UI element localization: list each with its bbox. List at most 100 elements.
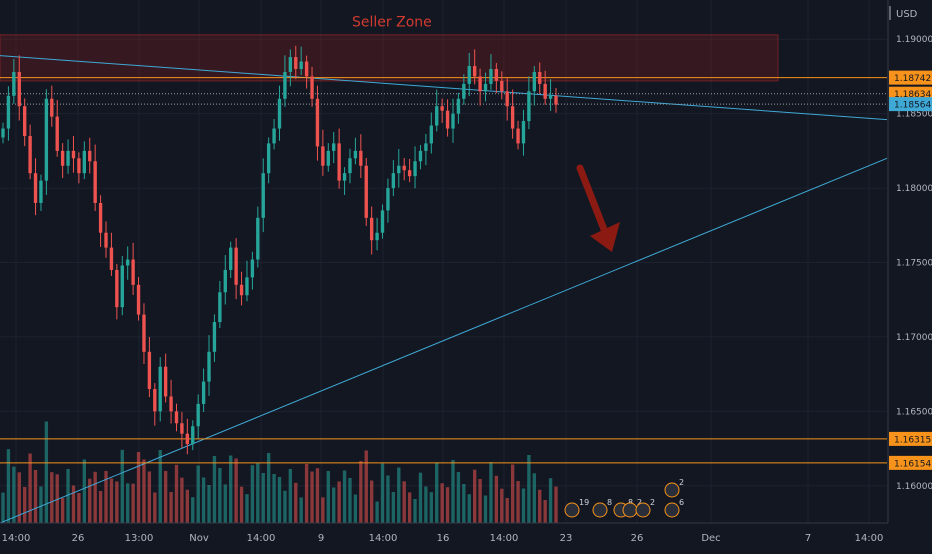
time-tick-label[interactable]: 26 xyxy=(72,533,85,544)
candle-body xyxy=(516,128,520,144)
price-axis[interactable]: 1.16000 1.16500 1.17000 1.17500 1.18000 1.185… xyxy=(887,0,932,550)
candle-body xyxy=(250,259,255,278)
down-arrow-head xyxy=(590,222,620,252)
event-badge-icon[interactable] xyxy=(564,502,580,518)
price-level-value[interactable]: 1.16154 xyxy=(894,459,931,469)
price-tick-label[interactable]: 1.19000 xyxy=(896,35,932,45)
event-badge-count[interactable]: 6 xyxy=(679,498,684,507)
event-badge-icon[interactable] xyxy=(592,502,608,518)
volume-bar xyxy=(60,498,65,523)
price-level-value[interactable]: 1.18634 xyxy=(894,90,931,100)
volume-bar xyxy=(418,472,423,523)
volume-bar xyxy=(451,460,455,523)
volume-bar xyxy=(12,466,16,523)
candle-body xyxy=(131,259,135,285)
candle-body xyxy=(17,71,21,107)
price-level-tag[interactable] xyxy=(889,455,932,470)
volume-bar xyxy=(212,456,217,523)
down-arrow-shaft xyxy=(576,164,609,236)
time-tick-label[interactable]: 14:00 xyxy=(855,533,884,544)
volume-bar xyxy=(548,478,553,523)
event-badge-count[interactable]: 19 xyxy=(579,498,589,507)
event-badge-icon[interactable] xyxy=(664,482,680,498)
candle-body xyxy=(548,95,553,99)
trendlines xyxy=(0,55,888,524)
event-badge-count[interactable]: 2 xyxy=(679,478,684,487)
time-tick-label[interactable]: 7 xyxy=(805,533,811,544)
time-tick-label[interactable]: 14:00 xyxy=(2,533,31,544)
candle-body xyxy=(82,150,87,174)
volume-bar xyxy=(223,484,227,523)
volume-bar xyxy=(456,472,461,523)
price-level-value[interactable]: 1.18742 xyxy=(894,74,931,84)
candle-body xyxy=(478,76,482,92)
price-tick-label[interactable]: 1.18500 xyxy=(896,110,932,120)
candle-body xyxy=(359,150,363,166)
candle-body xyxy=(407,170,412,177)
time-tick-label[interactable]: 14:00 xyxy=(247,533,276,544)
volume-bar xyxy=(391,492,396,523)
volume-bar xyxy=(120,449,124,523)
volume-bar xyxy=(272,474,276,523)
candle-body xyxy=(369,217,374,241)
volume-bar xyxy=(424,486,428,523)
volume-bar xyxy=(131,483,135,523)
price-tick-label[interactable]: 1.17000 xyxy=(896,333,932,343)
currency-label[interactable]: USD xyxy=(896,9,918,20)
price-tick-label[interactable]: 1.16500 xyxy=(896,407,932,417)
volume-bar xyxy=(185,489,190,523)
seller-zone: Seller Zone xyxy=(0,15,779,82)
candle-body xyxy=(510,106,515,129)
price-level-tag[interactable] xyxy=(889,97,932,112)
time-tick-label[interactable]: 14:00 xyxy=(369,533,398,544)
price-level-tag[interactable] xyxy=(889,70,932,85)
event-badge-icon[interactable] xyxy=(635,502,651,518)
time-tick-label[interactable]: 14:00 xyxy=(490,533,519,544)
volume-bar xyxy=(245,494,249,523)
volume-bar xyxy=(174,464,179,523)
event-badges[interactable]: 19 8 8 2 2 62 xyxy=(564,478,684,518)
time-tick-label[interactable]: 13:00 xyxy=(125,533,154,544)
volume-bar xyxy=(50,472,54,523)
event-badge-count[interactable]: 8 xyxy=(607,498,612,507)
price-level-value[interactable]: 1.16315 xyxy=(894,435,931,445)
event-badge-count[interactable]: 2 xyxy=(650,498,655,507)
candle-body xyxy=(424,143,428,151)
volume-bar xyxy=(261,473,265,523)
candle-body xyxy=(299,61,303,69)
price-tick-label[interactable]: 1.18000 xyxy=(896,184,932,194)
candle-body xyxy=(261,173,265,218)
time-axis[interactable]: 14:00 26 13:00 Nov 14:00 9 14:00 16 14:00 23 26 Dec… xyxy=(0,522,932,550)
event-badge-count[interactable]: 8 xyxy=(628,498,633,507)
price-level-tag[interactable] xyxy=(889,431,932,446)
volume-bar xyxy=(348,478,352,523)
event-badge-icon[interactable] xyxy=(622,502,638,518)
time-tick-label[interactable]: 26 xyxy=(631,533,644,544)
candle-body xyxy=(288,57,293,72)
event-badge-icon[interactable] xyxy=(664,502,680,518)
time-tick-label[interactable]: 9 xyxy=(318,533,324,544)
time-tick-label[interactable]: 23 xyxy=(560,533,573,544)
candle-body xyxy=(180,423,184,434)
candle-body xyxy=(71,150,76,159)
candle-body xyxy=(239,284,244,296)
volume-bar xyxy=(196,465,200,523)
candle-body xyxy=(332,143,336,151)
time-tick-label[interactable]: Nov xyxy=(189,533,209,544)
price-level-value[interactable]: 1.18564 xyxy=(894,101,931,111)
volume-bar xyxy=(521,488,526,523)
volume-bar xyxy=(82,459,87,523)
volume-bar xyxy=(136,452,141,523)
volume-bar xyxy=(98,491,103,523)
price-tick-label[interactable]: 1.16000 xyxy=(896,482,932,492)
time-tick-label[interactable]: Dec xyxy=(701,533,720,544)
candle-body xyxy=(223,269,227,293)
event-badge-count[interactable]: 2 xyxy=(637,498,642,507)
price-tick-label[interactable]: 1.17500 xyxy=(896,259,932,269)
volume-bar xyxy=(299,497,303,523)
volume-bar xyxy=(516,481,520,523)
volume-bar xyxy=(256,462,260,523)
volume-bar xyxy=(288,469,293,523)
time-tick-label[interactable]: 16 xyxy=(437,533,450,544)
